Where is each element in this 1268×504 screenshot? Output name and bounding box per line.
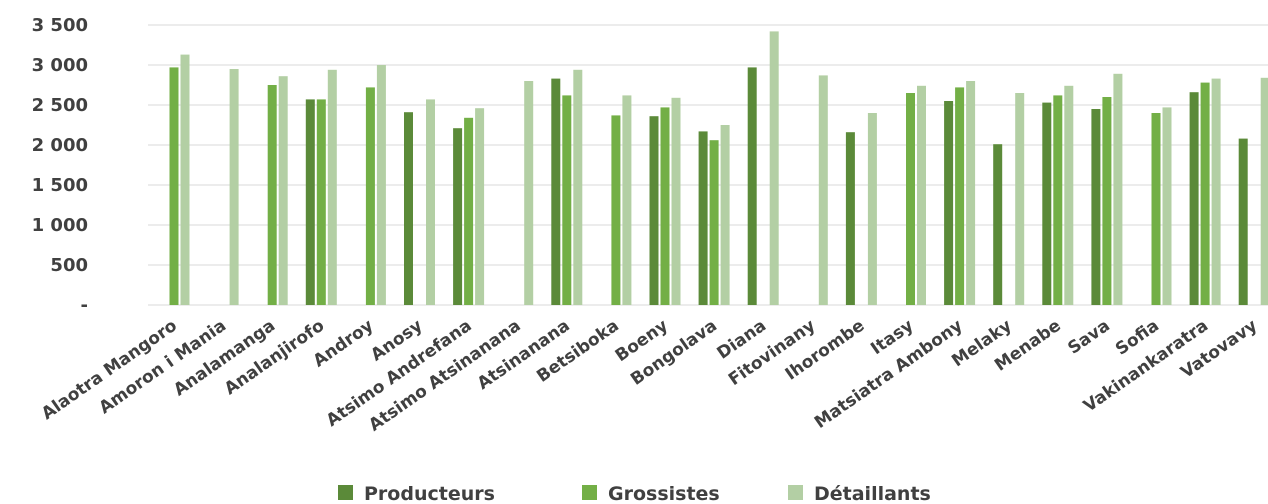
bar-grossistes: [365, 87, 375, 306]
bar-détaillants: [1260, 77, 1268, 305]
y-tick-label: 3 000: [32, 55, 88, 76]
legend-label: Producteurs: [364, 483, 495, 504]
bar-détaillants: [376, 65, 386, 305]
bar-producteurs: [1189, 92, 1199, 305]
bar-grossistes: [611, 115, 621, 306]
bar-producteurs: [944, 101, 954, 305]
bar-détaillants: [524, 81, 534, 305]
bar-producteurs: [993, 144, 1003, 305]
bar-grossistes: [267, 85, 277, 305]
bar-producteurs: [551, 78, 561, 305]
bars: [169, 31, 1268, 306]
legend-swatch: [582, 485, 597, 500]
bar-détaillants: [426, 99, 435, 306]
bar-détaillants: [1064, 85, 1074, 305]
bar-détaillants: [327, 69, 337, 305]
bar-producteurs: [1091, 109, 1101, 305]
bar-producteurs: [305, 99, 315, 306]
bar-détaillants: [966, 81, 976, 305]
y-tick-label: 1 500: [32, 175, 88, 196]
bar-grossistes: [1151, 113, 1161, 305]
bar-grossistes: [562, 95, 572, 306]
bar-détaillants: [475, 108, 485, 305]
bar-détaillants: [573, 69, 583, 305]
bar-grossistes: [1053, 95, 1063, 306]
y-tick-label: 2 500: [32, 95, 88, 116]
bar-producteurs: [404, 112, 413, 305]
y-tick-label: 1 000: [32, 215, 88, 236]
bar-producteurs: [747, 67, 757, 306]
bar-détaillants: [720, 125, 730, 305]
bar-grossistes: [906, 93, 915, 305]
y-tick-label: 2 000: [32, 135, 88, 156]
bar-grossistes: [660, 107, 670, 306]
y-tick-label: 500: [50, 255, 88, 276]
bar-détaillants: [867, 113, 877, 305]
x-tick-label: Sava: [1064, 316, 1113, 359]
bar-grossistes: [169, 67, 179, 306]
bar-grossistes: [709, 140, 719, 305]
bar-grossistes: [464, 117, 474, 305]
bar-détaillants: [818, 75, 828, 306]
legend-label: Grossistes: [608, 483, 720, 504]
bar-producteurs: [1042, 102, 1052, 305]
bar-détaillants: [1211, 78, 1221, 305]
bar-grossistes: [1200, 82, 1210, 305]
bar-détaillants: [1113, 73, 1123, 305]
bar-détaillants: [180, 54, 190, 305]
bar-grossistes: [316, 99, 326, 306]
bar-producteurs: [453, 128, 463, 305]
bar-grossistes: [1102, 97, 1112, 305]
y-axis-ticks: - 500 1 000 1 500 2 000 2 500 3 000 3 500: [32, 15, 88, 316]
y-tick-label: 3 500: [32, 15, 88, 36]
bar-détaillants: [769, 31, 779, 306]
y-tick-label: -: [81, 295, 88, 316]
bar-détaillants: [1015, 93, 1025, 305]
bar-producteurs: [698, 131, 708, 305]
legend-swatch: [338, 485, 353, 500]
bar-détaillants: [917, 85, 926, 305]
bar-producteurs: [649, 116, 659, 305]
bar-détaillants: [671, 97, 681, 305]
bar-grossistes: [955, 87, 965, 306]
legend: Producteurs Grossistes Détaillants: [338, 483, 931, 504]
bar-détaillants: [278, 76, 288, 305]
bar-détaillants: [622, 95, 632, 306]
legend-swatch: [788, 485, 803, 500]
bar-détaillants: [229, 69, 239, 305]
bar-producteurs: [845, 132, 855, 305]
legend-label: Détaillants: [814, 483, 931, 504]
bar-producteurs: [1238, 138, 1248, 305]
bar-détaillants: [1162, 107, 1172, 306]
